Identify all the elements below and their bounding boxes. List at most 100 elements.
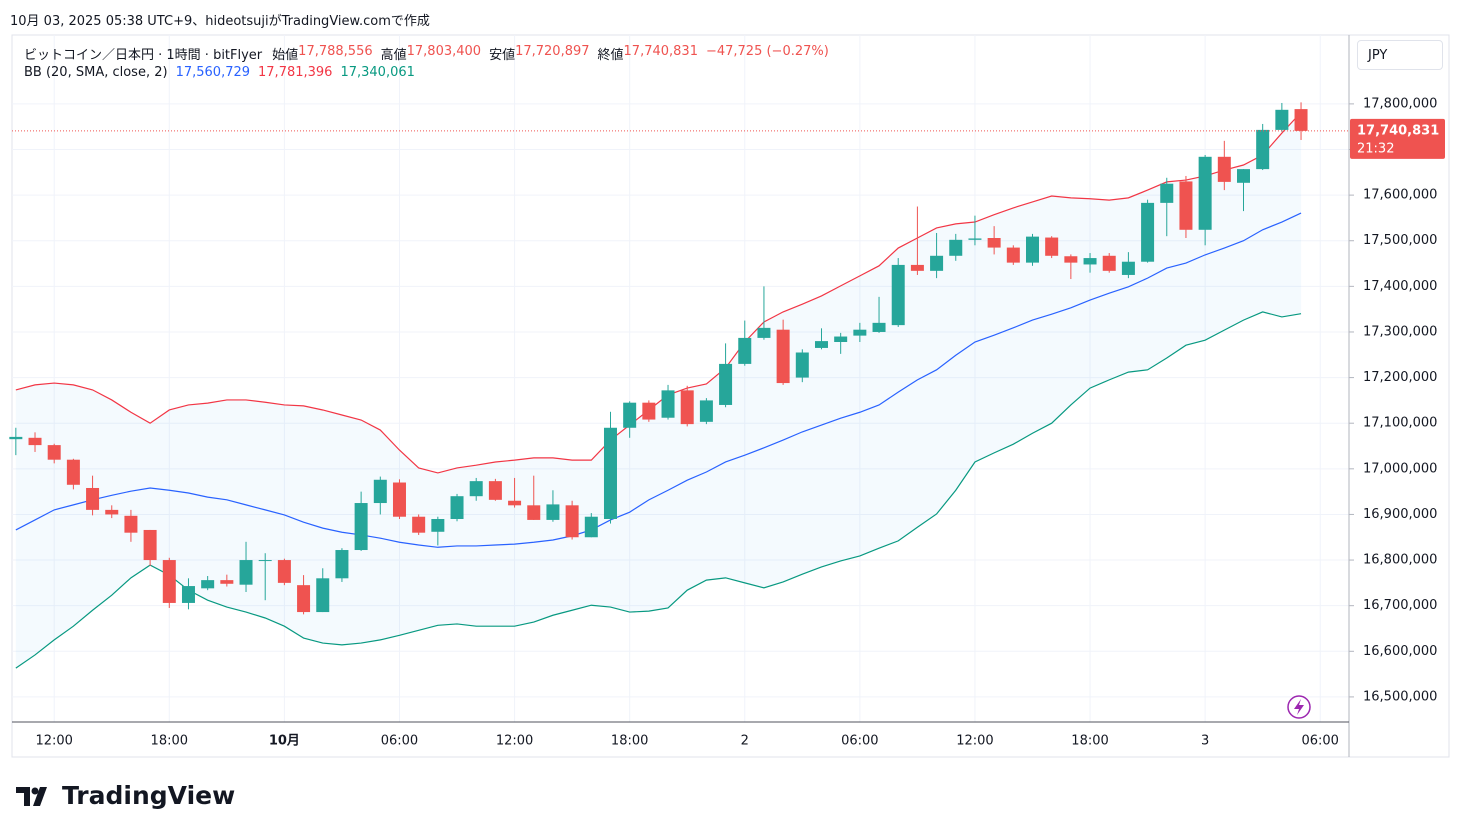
bb-upper-line xyxy=(15,111,1302,474)
candle-body xyxy=(431,519,445,532)
bb-lower-line xyxy=(15,311,1302,669)
ohlc-label: 安値 xyxy=(489,48,516,63)
y-tick-label: 16,900,000 xyxy=(1363,507,1437,522)
candle-body xyxy=(450,496,464,520)
candle-body xyxy=(162,560,176,603)
ohlc-label: 始値 xyxy=(272,48,299,63)
candle-body xyxy=(220,580,234,584)
candle-body xyxy=(124,515,138,533)
candle-body xyxy=(1025,236,1039,263)
candle-body xyxy=(1141,202,1155,262)
y-tick-label: 16,700,000 xyxy=(1363,598,1437,613)
symbol-title: ビットコイン／日本円 · 1時間 · bitFlyer xyxy=(24,48,263,63)
chart-frame xyxy=(11,34,1450,758)
currency-button[interactable]: JPY xyxy=(1357,40,1443,70)
candle-body xyxy=(930,255,944,271)
candle-body xyxy=(834,336,848,343)
logo-t xyxy=(16,787,30,806)
candle-body xyxy=(968,238,982,240)
bb-lower-value: 17,340,061 xyxy=(340,65,415,80)
candle-body xyxy=(546,504,560,520)
x-tick-label: 3 xyxy=(1201,734,1209,749)
x-tick-label: 06:00 xyxy=(841,734,878,749)
candle-body xyxy=(1256,129,1270,170)
candle-body xyxy=(1217,156,1231,182)
candle-body xyxy=(776,329,790,384)
candle-body xyxy=(949,239,963,256)
plot xyxy=(9,102,1349,669)
x-tick-label: 12:00 xyxy=(956,734,993,749)
candle-body xyxy=(814,341,828,348)
ohlc-legend: ビットコイン／日本円 · 1時間 · bitFlyer 始値 17,788,556 高… xyxy=(24,44,829,63)
y-tick-label: 16,600,000 xyxy=(1363,644,1437,659)
candle-body xyxy=(719,363,733,405)
candle-body xyxy=(757,327,771,338)
y-tick-label: 17,300,000 xyxy=(1363,324,1437,339)
candle-body xyxy=(1275,109,1289,130)
candle-body xyxy=(872,322,886,332)
ohlc-value: 17,788,556 xyxy=(298,44,373,59)
ohlc-label: 高値 xyxy=(380,48,407,63)
candle-body xyxy=(680,390,694,425)
y-tick-label: 17,500,000 xyxy=(1363,233,1437,248)
x-tick-label: 06:00 xyxy=(1301,734,1338,749)
candle-body xyxy=(1121,261,1135,275)
last-price-box xyxy=(1350,118,1445,159)
x-tick-label: 18:00 xyxy=(611,734,648,749)
candle-body xyxy=(66,459,80,485)
candle-body xyxy=(623,402,637,428)
bb-basis-value: 17,560,729 xyxy=(175,65,251,80)
logo-dot xyxy=(31,787,39,795)
axes: 16,500,000 16,600,000 16,700,000 16,800,000… xyxy=(35,96,1445,749)
y-tick-label: 17,600,000 xyxy=(1363,188,1437,203)
candle-body xyxy=(891,264,905,326)
bb-label: BB (20, SMA, close, 2) xyxy=(24,65,168,80)
bb-basis-line xyxy=(15,212,1302,548)
y-tick-label: 17,800,000 xyxy=(1363,96,1437,111)
candle-body xyxy=(661,390,675,418)
candle-body xyxy=(1045,237,1059,256)
candle-body xyxy=(853,329,867,336)
band-fill xyxy=(15,112,1302,669)
candle-body xyxy=(584,516,598,538)
ohlc-value: 17,720,897 xyxy=(515,44,590,59)
ohlc-value: 17,803,400 xyxy=(406,44,482,59)
candle-body xyxy=(508,500,522,506)
candle-body xyxy=(239,560,253,585)
tradingview-logo: TradingView xyxy=(16,781,235,810)
countdown-label: 21:32 xyxy=(1357,141,1394,156)
last-price-label: 17,740,831 xyxy=(1357,123,1439,138)
candle-body xyxy=(565,505,579,538)
candle-body xyxy=(181,586,195,603)
candle-body xyxy=(201,580,215,589)
candle-body xyxy=(642,402,656,420)
y-tick-label: 17,400,000 xyxy=(1363,279,1437,294)
attribution: 10月 03, 2025 05:38 UTC+9、hideotsujiがTrad… xyxy=(10,14,430,29)
candle-body xyxy=(392,482,406,517)
candle-body xyxy=(143,529,157,561)
candle-body xyxy=(1006,247,1020,263)
lightning-icon[interactable] xyxy=(1287,695,1311,719)
candle-body xyxy=(1102,255,1116,271)
y-tick-label: 17,000,000 xyxy=(1363,461,1437,476)
candle-body xyxy=(910,264,924,271)
bb-upper-value: 17,781,396 xyxy=(258,65,333,80)
bb-legend: BB (20, SMA, close, 2) 17,560,729 17,781,3… xyxy=(24,65,419,80)
grid xyxy=(12,35,1349,722)
candle-body xyxy=(1179,181,1193,230)
x-tick-label: 18:00 xyxy=(1071,734,1108,749)
change-value: −47,725 (−0.27%) xyxy=(705,44,829,59)
candle-body xyxy=(603,427,617,520)
x-tick-label: 12:00 xyxy=(496,734,533,749)
candle-body xyxy=(1198,156,1212,230)
candle-body xyxy=(335,550,349,579)
candle-body xyxy=(105,509,119,515)
candle-body xyxy=(488,481,502,500)
ohlc-label: 終値 xyxy=(597,48,624,63)
x-tick-label: 10月 xyxy=(269,734,300,749)
candle-body xyxy=(47,445,61,460)
x-tick-label: 06:00 xyxy=(381,734,418,749)
